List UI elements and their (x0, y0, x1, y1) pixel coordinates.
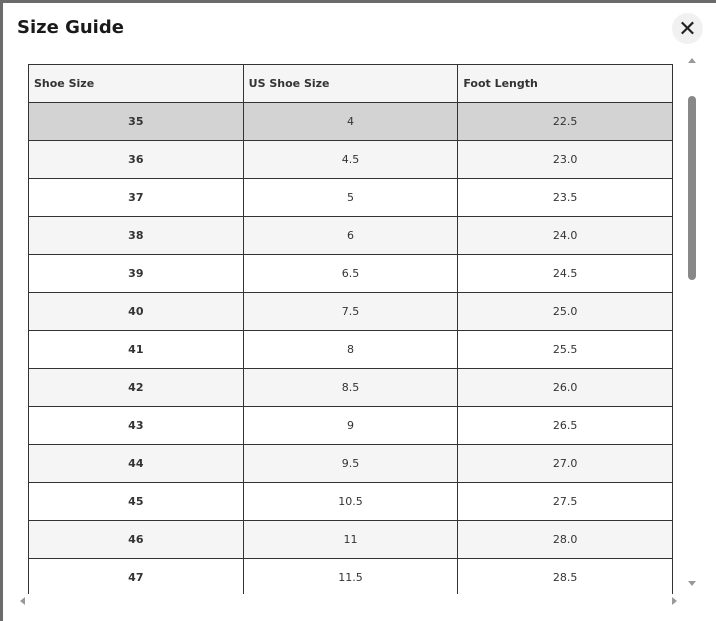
cell-shoe-size: 39 (28, 254, 244, 293)
cell-us-shoe-size: 7.5 (242, 292, 459, 331)
cell-us-shoe-size: 9 (242, 406, 459, 445)
cell-shoe-size: 47 (28, 558, 244, 594)
cell-foot-length: 24.0 (457, 216, 673, 255)
cell-shoe-size: 35 (28, 102, 244, 141)
cell-shoe-size: 38 (28, 216, 244, 255)
size-table-scroll-area[interactable]: Shoe Size US Shoe Size Foot Length 35 4 22… (28, 64, 673, 594)
scroll-left-arrow-icon[interactable] (20, 597, 25, 605)
cell-us-shoe-size: 10.5 (242, 482, 459, 521)
cell-shoe-size: 46 (28, 520, 244, 559)
table-row: 46 11 28.0 (28, 520, 673, 559)
cell-shoe-size: 44 (28, 444, 244, 483)
scroll-right-arrow-icon[interactable] (672, 597, 677, 605)
cell-foot-length: 25.5 (457, 330, 673, 369)
header-shoe-size: Shoe Size (28, 64, 244, 103)
header-us-shoe-size: US Shoe Size (242, 64, 459, 103)
close-button[interactable]: ✕ (672, 13, 703, 44)
cell-foot-length: 26.5 (457, 406, 673, 445)
cell-us-shoe-size: 8.5 (242, 368, 459, 407)
vertical-scroll-thumb[interactable] (688, 96, 696, 280)
cell-foot-length: 28.5 (457, 558, 673, 594)
table-row: 39 6.5 24.5 (28, 254, 673, 293)
cell-foot-length: 23.0 (457, 140, 673, 179)
cell-foot-length: 25.0 (457, 292, 673, 331)
size-guide-modal: Size Guide ✕ Shoe Size US Shoe Size Foot… (3, 3, 716, 621)
vertical-scrollbar[interactable] (686, 58, 698, 593)
table-row: 40 7.5 25.0 (28, 292, 673, 331)
table-row: 45 10.5 27.5 (28, 482, 673, 521)
table-row: 42 8.5 26.0 (28, 368, 673, 407)
cell-us-shoe-size: 4 (242, 102, 459, 141)
cell-shoe-size: 45 (28, 482, 244, 521)
cell-foot-length: 23.5 (457, 178, 673, 217)
cell-foot-length: 26.0 (457, 368, 673, 407)
cell-shoe-size: 40 (28, 292, 244, 331)
size-table: Shoe Size US Shoe Size Foot Length 35 4 22… (28, 64, 673, 594)
cell-us-shoe-size: 8 (242, 330, 459, 369)
cell-foot-length: 27.5 (457, 482, 673, 521)
cell-shoe-size: 43 (28, 406, 244, 445)
cell-foot-length: 28.0 (457, 520, 673, 559)
table-row: 35 4 22.5 (28, 102, 673, 141)
cell-us-shoe-size: 4.5 (242, 140, 459, 179)
table-row: 43 9 26.5 (28, 406, 673, 445)
cell-us-shoe-size: 6.5 (242, 254, 459, 293)
cell-shoe-size: 37 (28, 178, 244, 217)
cell-shoe-size: 42 (28, 368, 244, 407)
horizontal-scrollbar[interactable] (20, 595, 680, 607)
cell-foot-length: 22.5 (457, 102, 673, 141)
cell-foot-length: 24.5 (457, 254, 673, 293)
cell-us-shoe-size: 11.5 (242, 558, 459, 594)
modal-title: Size Guide (17, 17, 124, 38)
cell-us-shoe-size: 9.5 (242, 444, 459, 483)
cell-shoe-size: 41 (28, 330, 244, 369)
table-header-row: Shoe Size US Shoe Size Foot Length (28, 64, 673, 103)
cell-us-shoe-size: 11 (242, 520, 459, 559)
cell-shoe-size: 36 (28, 140, 244, 179)
table-row: 37 5 23.5 (28, 178, 673, 217)
table-row: 38 6 24.0 (28, 216, 673, 255)
cell-us-shoe-size: 6 (242, 216, 459, 255)
table-row: 36 4.5 23.0 (28, 140, 673, 179)
header-foot-length: Foot Length (457, 64, 673, 103)
scroll-down-arrow-icon[interactable] (688, 581, 696, 586)
close-icon: ✕ (678, 16, 697, 41)
table-row: 47 11.5 28.5 (28, 558, 673, 594)
cell-foot-length: 27.0 (457, 444, 673, 483)
scroll-up-arrow-icon[interactable] (688, 58, 696, 63)
table-row: 41 8 25.5 (28, 330, 673, 369)
table-row: 44 9.5 27.0 (28, 444, 673, 483)
cell-us-shoe-size: 5 (242, 178, 459, 217)
